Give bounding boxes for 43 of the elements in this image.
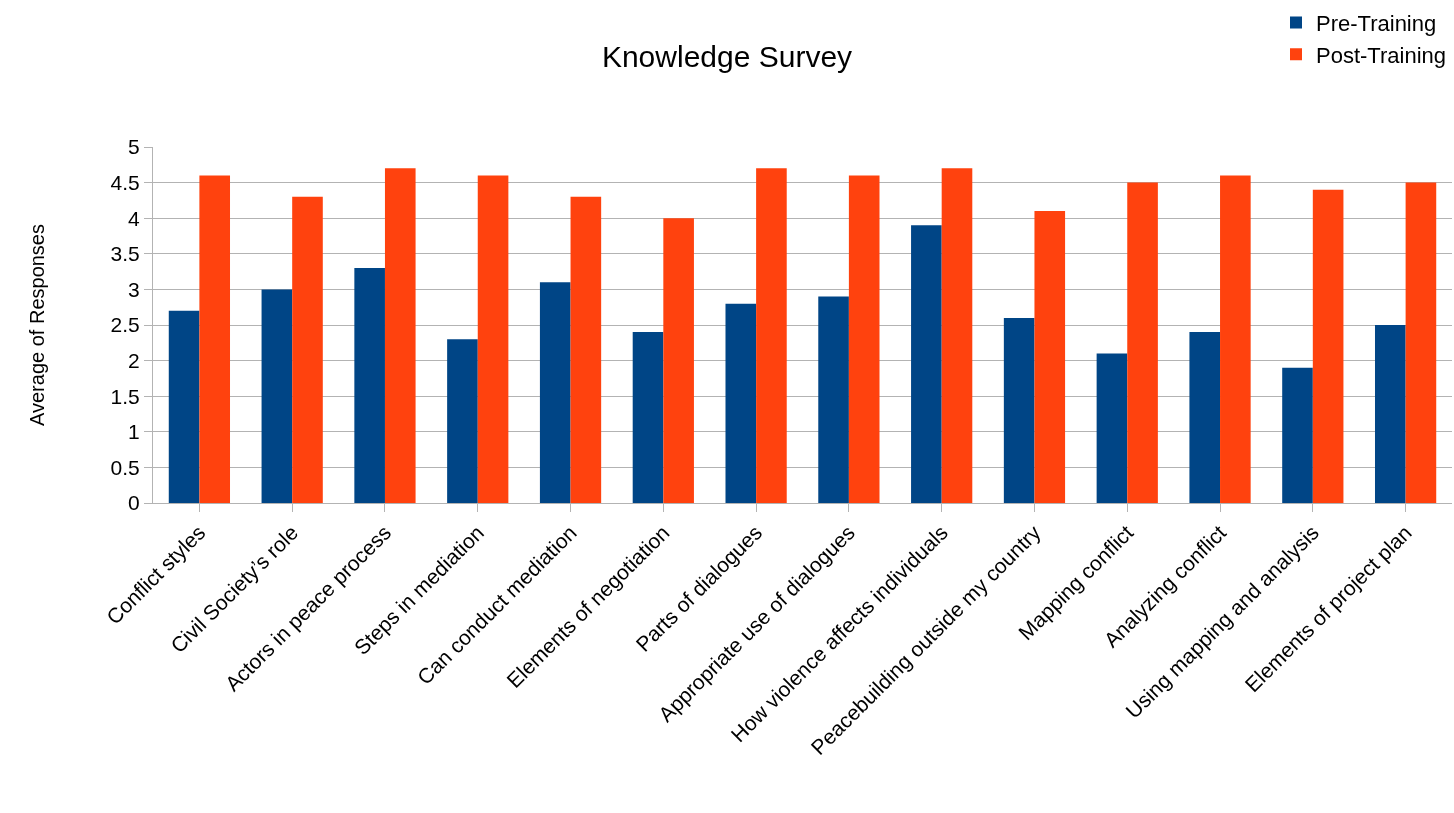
bar (941, 168, 973, 503)
bar (1312, 189, 1344, 503)
bar (570, 196, 602, 503)
y-tick-label: 3 (128, 277, 140, 301)
bar (168, 310, 200, 503)
y-tick-label: 1.5 (110, 384, 140, 408)
bar (1127, 182, 1158, 503)
bar (663, 218, 694, 503)
bar (632, 332, 664, 503)
bar (477, 175, 509, 503)
bar (1405, 182, 1437, 503)
bar (1189, 332, 1221, 503)
y-tick-label: 3.5 (110, 242, 140, 266)
y-tick-label: 0.5 (110, 455, 140, 479)
bar (848, 175, 880, 503)
bar (725, 303, 757, 503)
y-tick-label: 0 (128, 491, 140, 515)
bar (1034, 211, 1066, 503)
bar (447, 339, 478, 503)
bar (199, 175, 231, 503)
y-tick-label: 5 (128, 135, 140, 159)
bar (539, 282, 571, 503)
bar (1003, 317, 1035, 503)
bar (1096, 353, 1128, 503)
bar (384, 168, 416, 503)
bar (756, 168, 787, 503)
bar (261, 289, 293, 503)
y-tick-label: 2 (128, 348, 140, 372)
y-tick-label: 1 (128, 420, 140, 444)
bar (292, 196, 323, 503)
legend-label: Post-Training (1316, 42, 1447, 68)
bar (1374, 325, 1406, 503)
bar (818, 296, 849, 503)
bar (1220, 175, 1251, 503)
bar (911, 225, 942, 503)
y-tick-label: 2.5 (110, 313, 140, 337)
bar (1282, 367, 1313, 503)
chart-title: Knowledge Survey (601, 40, 853, 74)
y-tick-label: 4 (128, 206, 141, 230)
legend-label: Pre-Training (1316, 11, 1437, 37)
bar (354, 268, 385, 503)
y-axis-title: Average of Responses (26, 224, 49, 426)
y-tick-label: 4.5 (110, 170, 140, 194)
